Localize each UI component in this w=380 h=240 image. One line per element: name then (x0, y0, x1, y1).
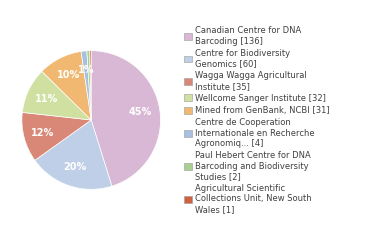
Text: 12%: 12% (31, 128, 55, 138)
Wedge shape (91, 51, 160, 186)
Wedge shape (81, 51, 91, 120)
Text: 20%: 20% (64, 162, 87, 172)
Wedge shape (90, 51, 91, 120)
Text: 10%: 10% (57, 71, 80, 80)
Wedge shape (35, 120, 112, 189)
Text: 45%: 45% (129, 108, 152, 117)
Legend: Canadian Centre for DNA
Barcoding [136], Centre for Biodiversity
Genomics [60], : Canadian Centre for DNA Barcoding [136],… (182, 24, 331, 216)
Wedge shape (87, 51, 91, 120)
Wedge shape (22, 71, 91, 120)
Wedge shape (42, 51, 91, 120)
Text: 1%: 1% (78, 65, 94, 75)
Text: 11%: 11% (35, 94, 58, 104)
Wedge shape (22, 112, 91, 160)
